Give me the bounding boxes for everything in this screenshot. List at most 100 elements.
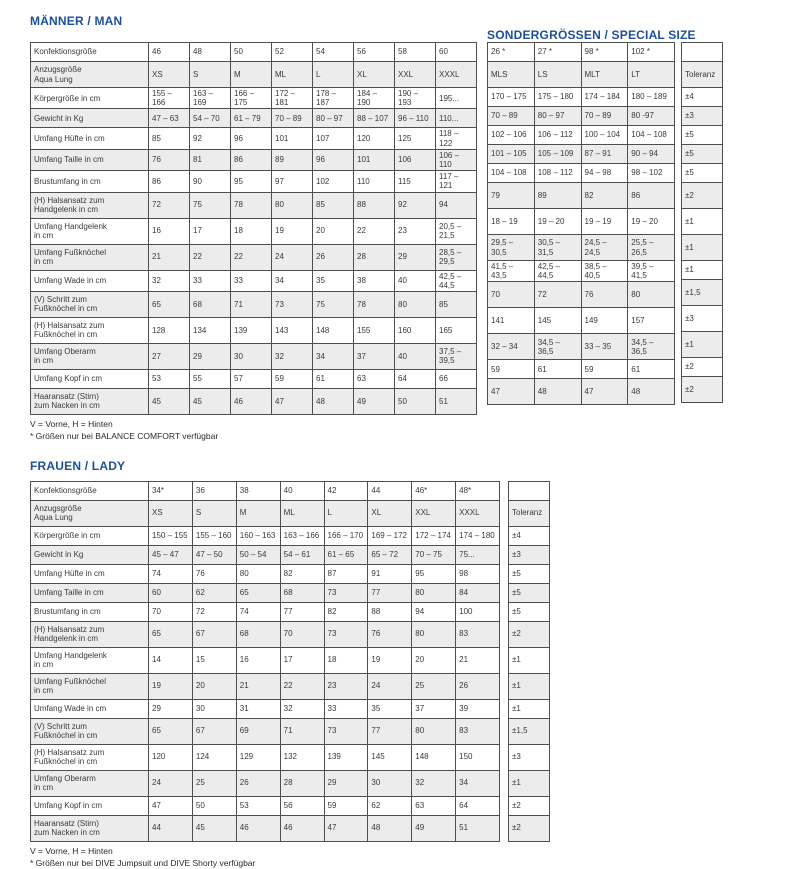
value-cell: 28 [280,770,324,796]
value-cell: 39 [456,699,500,718]
value-cell: 101 [272,128,313,149]
value-cell: 39,5 – 41,5 [628,261,675,282]
value-cell: 157 [628,308,675,334]
value-cell: 80 [412,621,456,647]
value-cell: 42 [324,481,368,500]
value-cell: 90 [190,171,231,192]
value-cell: 53 [149,369,190,388]
value-cell: 97 [272,171,313,192]
men-toleranz-table: Toleranz±4±3±5±5±5±2±1±1±1±1,5±3±1±2±2 [681,42,723,403]
value-cell: XXL [395,62,436,88]
value-cell: 83 [456,718,500,744]
value-cell: 80 [412,718,456,744]
table-row: ±2 [682,183,723,209]
row-label: Umfang Oberarm in cm [31,770,149,796]
value-cell: 83 [456,621,500,647]
value-cell: 59 [324,796,368,815]
value-cell: 76 [368,621,412,647]
value-cell: 89 [272,149,313,170]
table-row [509,481,550,500]
value-cell: 65 [149,291,190,317]
value-cell: 34 [272,270,313,291]
value-cell: 98 [456,564,500,583]
value-cell: ±5 [682,126,723,145]
value-cell: 96 [231,128,272,149]
value-cell: 38 [354,270,395,291]
value-cell: 110 [354,171,395,192]
table-row: ±3 [509,545,550,564]
value-cell: 101 – 105 [488,145,535,164]
value-cell: 22 [231,244,272,270]
table-row: ±5 [682,126,723,145]
value-cell: 105 – 109 [534,145,581,164]
value-cell: 19 [368,647,412,673]
value-cell: 92 [190,128,231,149]
table-row: ±5 [509,602,550,621]
value-cell: 48 [190,43,231,62]
value-cell: 102 * [628,43,675,62]
value-cell: 29 [190,343,231,369]
value-cell: 56 [354,43,395,62]
value-cell: 59 [272,369,313,388]
value-cell: 94 [412,602,456,621]
value-cell: 82 [581,183,628,209]
value-cell: 45 – 47 [149,545,193,564]
value-cell: ±2 [682,377,723,403]
value-cell: 101 [354,149,395,170]
value-cell: 81 [190,149,231,170]
value-cell: 85 [149,128,190,149]
value-cell: 53 [236,796,280,815]
value-cell: ±3 [509,545,550,564]
value-cell: 37 [354,343,395,369]
value-cell: 22 [354,218,395,244]
value-cell: 70 – 75 [412,545,456,564]
value-cell: 88 [368,602,412,621]
value-cell: 47 – 50 [192,545,236,564]
men-footnote-legend: V = Vorne, H = Hinten [30,418,800,430]
value-cell: 62 [192,583,236,602]
value-cell: 172 – 181 [272,88,313,109]
value-cell: 14 [149,647,193,673]
value-cell: 20 [412,647,456,673]
value-cell: 76 [581,282,628,308]
value-cell: XL [368,500,412,526]
value-cell: 80 [272,192,313,218]
row-label: Gewicht in Kg [31,545,149,564]
value-cell: 61 [534,360,581,379]
table-row: ±2 [682,358,723,377]
value-cell: 40 [395,270,436,291]
value-cell: 90 – 94 [628,145,675,164]
value-cell: 51 [436,388,477,414]
table-row: ±1,5 [682,280,723,306]
value-cell: 27 * [534,43,581,62]
value-cell: 54 – 61 [280,545,324,564]
row-label: Umfang Kopf in cm [31,796,149,815]
value-cell: MLT [581,62,628,88]
value-cell: 44 [149,815,193,841]
value-cell: ±1 [682,235,723,261]
value-cell: 76 [149,149,190,170]
row-label: Umfang Kopf in cm [31,369,149,388]
value-cell: 75 [313,291,354,317]
value-cell: 74 [236,602,280,621]
value-cell: 58 [395,43,436,62]
value-cell: 64 [456,796,500,815]
women-toleranz-table: Toleranz±4±3±5±5±5±2±1±1±1±1,5±3±1±2±2 [508,481,550,842]
value-cell: ML [272,62,313,88]
value-cell: 37 [412,699,456,718]
value-cell: 150 – 155 [149,526,193,545]
